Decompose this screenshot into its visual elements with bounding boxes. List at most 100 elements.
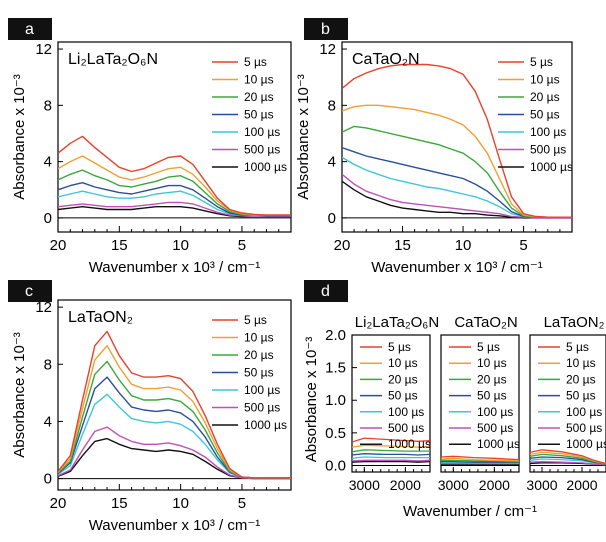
legend-label: 50 µs xyxy=(244,366,274,380)
series-line xyxy=(342,146,572,218)
series-line xyxy=(352,460,430,463)
series-line xyxy=(58,135,291,216)
sample-label: CaTaO₂N xyxy=(454,314,517,331)
legend-label: 1000 µs xyxy=(530,160,573,174)
legend-label: 100 µs xyxy=(244,125,280,139)
subplot-frame xyxy=(440,334,520,473)
x-tick-label: 15 xyxy=(111,495,128,512)
x-tick-label: 10 xyxy=(455,237,472,254)
x-tick-label: 2000 xyxy=(566,477,597,493)
series-line xyxy=(441,459,519,463)
series-line xyxy=(352,437,430,443)
x-tick-label: 5 xyxy=(238,237,246,254)
series-line xyxy=(530,460,606,466)
legend-label: 1000 µs xyxy=(566,437,606,451)
x-tick-label: 3000 xyxy=(526,477,557,493)
legend-label: 10 µs xyxy=(566,356,596,370)
legend-label: 20 µs xyxy=(477,372,507,386)
subplot-frame xyxy=(351,334,431,473)
x-tick-label: 20 xyxy=(334,237,351,254)
legend-label: 50 µs xyxy=(566,389,596,403)
legend-label: 500 µs xyxy=(244,143,280,157)
y-axis-label: Absorbance x 10⁻³ xyxy=(303,337,320,463)
series-line xyxy=(342,180,572,219)
legend-label: 50 µs xyxy=(244,108,274,122)
sample-label: Li₂LaTa₂O₆N xyxy=(68,51,158,68)
legend-label: 10 µs xyxy=(388,356,418,370)
sample-label: LaTaON₂ xyxy=(544,314,605,331)
legend-label: 5 µs xyxy=(244,313,267,327)
legend-label: 500 µs xyxy=(566,421,602,435)
legend-label: 5 µs xyxy=(530,55,553,69)
x-tick-label: 5 xyxy=(519,237,527,254)
x-axis-label: Wavenumber x 10³ / cm⁻¹ xyxy=(371,259,543,276)
panel-letter: d xyxy=(321,283,330,300)
series-line xyxy=(342,173,572,219)
y-tick-label: 1.0 xyxy=(325,392,346,409)
y-tick-label: 2.0 xyxy=(325,327,346,344)
legend-label: 20 µs xyxy=(566,372,596,386)
series-line xyxy=(58,181,291,217)
legend-label: 500 µs xyxy=(388,421,424,435)
series-line xyxy=(58,190,291,217)
legend-label: 100 µs xyxy=(477,405,513,419)
x-tick-label: 10 xyxy=(172,495,189,512)
series-line xyxy=(530,453,606,465)
legend-label: 100 µs xyxy=(566,405,602,419)
legend-label: 20 µs xyxy=(388,372,418,386)
panel-letter: b xyxy=(321,21,330,38)
legend-label: 50 µs xyxy=(530,108,560,122)
plot-frame xyxy=(57,41,292,233)
y-tick-label: 12 xyxy=(319,41,336,58)
legend-label: 10 µs xyxy=(477,356,507,370)
y-tick-label: 0 xyxy=(328,210,336,227)
legend-label: 1000 µs xyxy=(388,437,431,451)
y-tick-label: 8 xyxy=(328,97,336,114)
series-line xyxy=(352,456,430,459)
legend-label: 10 µs xyxy=(244,73,274,87)
y-tick-label: 4 xyxy=(44,154,52,171)
legend-label: 10 µs xyxy=(244,331,274,345)
y-tick-label: 8 xyxy=(44,356,52,373)
legend-label: 5 µs xyxy=(477,340,500,354)
legend-label: 5 µs xyxy=(388,340,411,354)
legend-label: 500 µs xyxy=(530,143,566,157)
legend-label: 5 µs xyxy=(566,340,589,354)
legend-label: 1000 µs xyxy=(244,418,287,432)
panel-badge xyxy=(304,18,348,40)
x-tick-label: 2000 xyxy=(479,477,510,493)
plot-frame xyxy=(57,299,292,491)
y-tick-label: 0 xyxy=(44,471,52,488)
y-axis-label: Absorbance x 10⁻³ xyxy=(11,74,28,200)
legend-label: 500 µs xyxy=(244,401,280,415)
series-line xyxy=(441,455,519,461)
y-tick-label: 0.5 xyxy=(325,425,346,442)
legend-label: 500 µs xyxy=(477,421,513,435)
x-tick-label: 20 xyxy=(50,495,67,512)
panel-badge xyxy=(8,18,52,40)
y-axis-label: Absorbance x 10⁻³ xyxy=(295,74,312,200)
x-tick-label: 5 xyxy=(238,495,246,512)
legend-label: 20 µs xyxy=(244,90,274,104)
series-line xyxy=(352,449,430,453)
series-line xyxy=(352,459,430,462)
x-tick-label: 3000 xyxy=(349,477,380,493)
plot-frame xyxy=(341,41,573,233)
panel-letter: c xyxy=(25,283,33,300)
legend-label: 50 µs xyxy=(388,389,418,403)
x-axis-label: Wavenumber x 10³ / cm⁻¹ xyxy=(89,517,261,534)
y-tick-label: 8 xyxy=(44,97,52,114)
y-tick-label: 4 xyxy=(328,154,336,171)
legend-label: 10 µs xyxy=(530,73,560,87)
sample-label: Li₂LaTa₂O₆N xyxy=(355,314,439,331)
x-tick-label: 15 xyxy=(111,237,128,254)
legend-label: 1000 µs xyxy=(477,437,520,451)
x-axis-label: Wavenumber x 10³ / cm⁻¹ xyxy=(89,259,261,276)
x-axis-label: Wavenumber / cm⁻¹ xyxy=(403,503,537,520)
subplot-frame xyxy=(529,334,606,473)
legend-label: 20 µs xyxy=(244,348,274,362)
legend-label: 1000 µs xyxy=(244,160,287,174)
y-tick-label: 12 xyxy=(35,41,52,58)
